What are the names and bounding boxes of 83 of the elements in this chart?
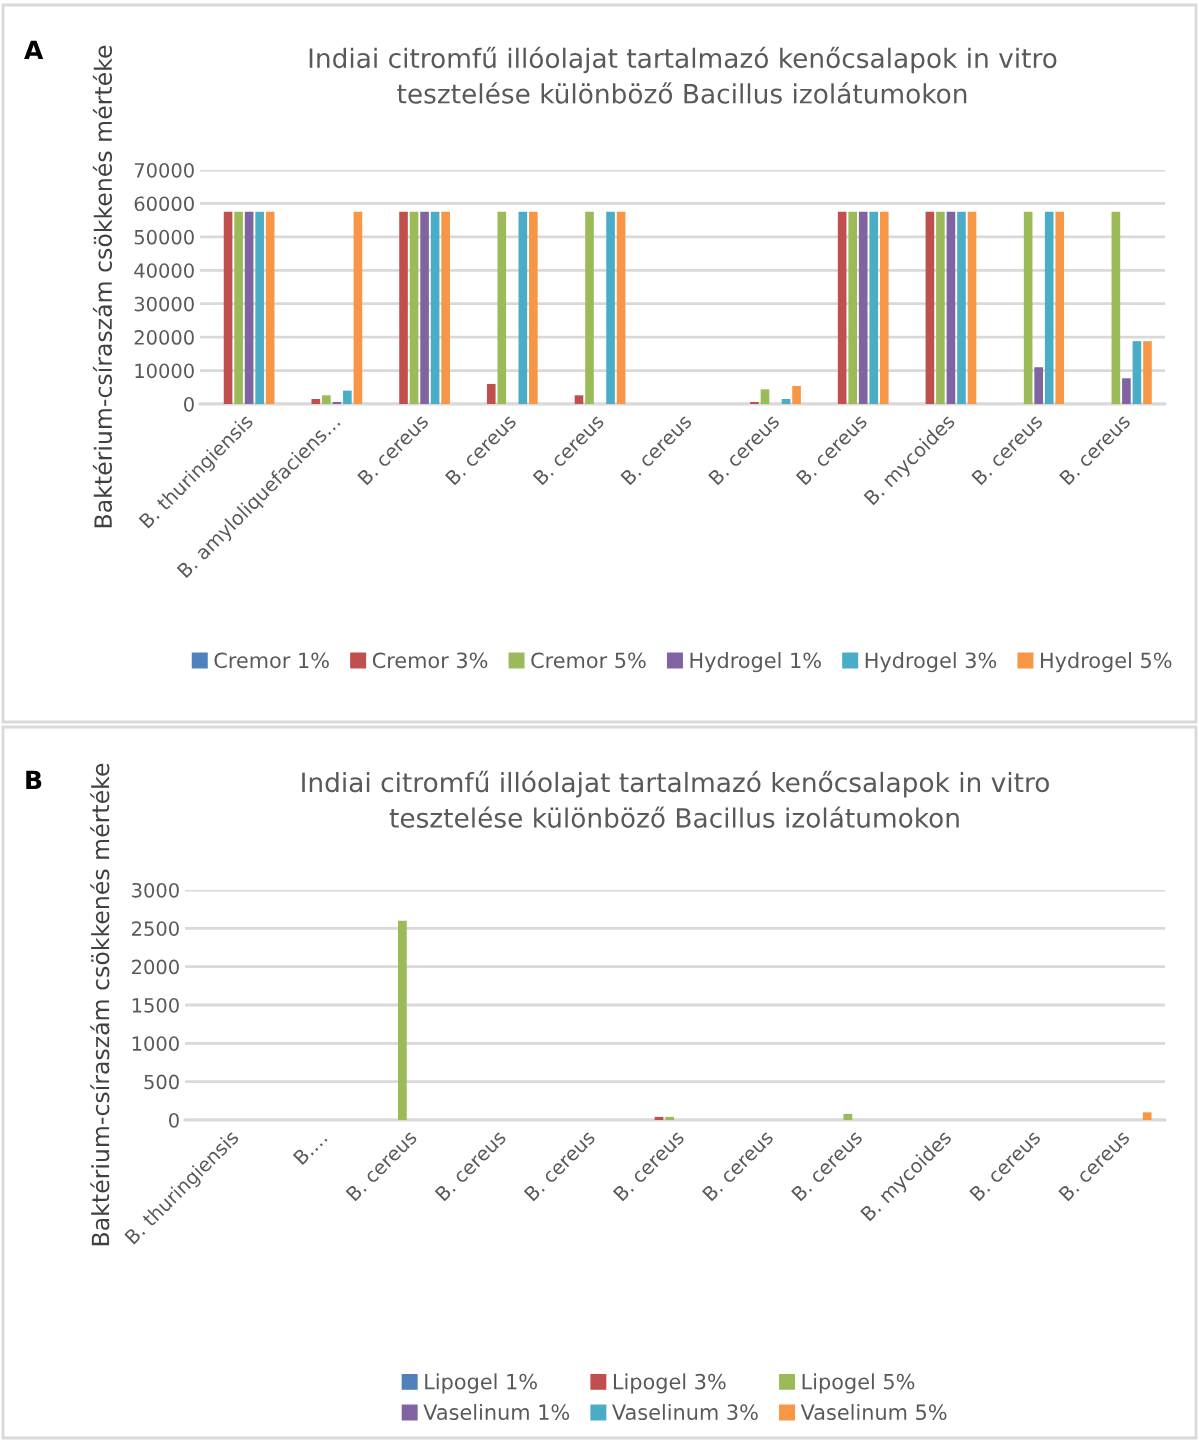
bar (837, 211, 847, 404)
text: B (26, 770, 42, 789)
legend-label: Hydrogel 1% (690, 652, 821, 673)
bar (792, 385, 801, 404)
bar (398, 920, 407, 1120)
bar (750, 401, 759, 404)
y-tick-label: 50000 (134, 229, 194, 245)
bar (1111, 211, 1121, 404)
y-tick-label: 10000 (135, 363, 194, 379)
bar (343, 390, 352, 404)
legend-label: Hydrogel 3% (865, 652, 997, 673)
bar (399, 211, 408, 404)
y-tick-label: 0 (169, 1112, 179, 1128)
y-tick-label: 3000 (132, 882, 179, 898)
legend-label: Lipogel 5% (802, 1373, 915, 1394)
bar (1044, 211, 1054, 404)
bar (322, 395, 331, 404)
bar (967, 211, 977, 404)
bar (265, 211, 275, 404)
y-tick-label: 20000 (134, 330, 194, 345)
bar (879, 211, 889, 404)
legend-label: Vaselinum 1% (423, 1403, 570, 1421)
legend-label: Cremor 3% (372, 652, 488, 669)
y-tick-label: 30000 (134, 296, 194, 312)
y-tick-label: 70000 (134, 162, 194, 178)
bar (255, 211, 264, 404)
chart-title: Indiai citromfű illóolajat tartalmazó kenőcsalapok in vitro tesztelése különböző Bacillus izolátumokon (302, 770, 1049, 828)
bar (936, 211, 945, 404)
y-axis-title: Baktérium-csíraszám csökkenés mértéke (90, 763, 110, 1246)
bar (441, 211, 450, 404)
bar (311, 398, 321, 404)
y-tick-label: 60000 (134, 196, 194, 212)
bar (585, 211, 594, 404)
text: A (24, 40, 44, 59)
bar (665, 1116, 675, 1120)
legend-label: Hydrogel 5% (1041, 652, 1172, 673)
bar (781, 398, 791, 404)
bar (957, 211, 966, 404)
bar (925, 211, 935, 404)
y-tick-label: 0 (184, 396, 194, 412)
bar (420, 211, 429, 404)
bar (244, 211, 254, 404)
bar (409, 211, 419, 404)
y-axis-title: Baktérium-csíraszám csökkenés mértéke (92, 45, 113, 528)
y-tick-label: 1000 (132, 1036, 179, 1051)
bar (946, 211, 956, 404)
y-tick-label: 40000 (134, 263, 194, 278)
bar (1132, 341, 1142, 404)
bar (869, 211, 879, 404)
legend-label: Lipogel 3% (613, 1373, 726, 1394)
bar (760, 389, 770, 404)
bar (616, 211, 626, 404)
legend-label: Vaselinum 5% (800, 1403, 947, 1421)
legend-label: Vaselinum 3% (612, 1403, 758, 1421)
bar (518, 211, 528, 404)
bar (1023, 211, 1033, 404)
bar (1122, 378, 1131, 404)
bar (574, 395, 584, 404)
bar (529, 211, 538, 404)
bar (1143, 341, 1152, 404)
y-tick-label: 1500 (132, 997, 179, 1013)
bar (497, 211, 507, 404)
y-tick-label: 500 (144, 1074, 179, 1090)
bar (1055, 211, 1065, 404)
bar (843, 1113, 853, 1120)
y-tick-label: 2500 (132, 921, 179, 936)
bar (430, 211, 440, 404)
bar (234, 211, 243, 404)
legend-label: Cremor 5% (531, 652, 646, 669)
bar (223, 211, 233, 404)
chart-title: Indiai citromfű illóolajat tartalmazó kenőcsalapok in vitro tesztelése különböző Bacillus izolátumokon (309, 46, 1057, 104)
bar (858, 211, 868, 404)
bar (486, 383, 496, 404)
bar (606, 211, 615, 404)
y-tick-label: 2000 (132, 959, 179, 975)
bar (1142, 1112, 1152, 1120)
bar (353, 211, 363, 404)
bar (1034, 367, 1043, 404)
legend-label: Cremor 1% (214, 652, 329, 669)
category-label: B.… (292, 1138, 328, 1165)
bar (848, 211, 858, 404)
bar (332, 401, 342, 404)
legend-label: Lipogel 1% (425, 1373, 537, 1394)
